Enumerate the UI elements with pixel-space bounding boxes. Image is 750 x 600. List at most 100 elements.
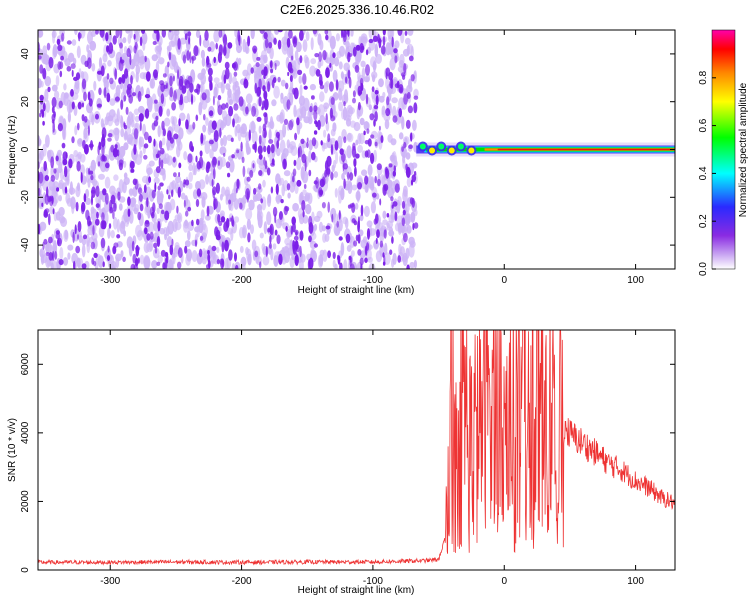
noise-blob-dark [320, 140, 323, 146]
noise-blob-dark [405, 163, 408, 171]
noise-blob-dark [366, 228, 371, 240]
noise-blob-dark [402, 74, 406, 80]
noise-blob-dark [267, 228, 271, 233]
noise-blob-dark [109, 206, 114, 214]
noise-blob-dark [398, 108, 403, 118]
noise-blob-dark [137, 187, 143, 195]
noise-blob-light [166, 108, 171, 117]
noise-blob-light [162, 157, 168, 164]
noise-blob-dark [50, 156, 55, 169]
noise-blob-dark [241, 156, 245, 163]
noise-blob-light [104, 176, 111, 189]
noise-blob-dark [276, 140, 280, 149]
noise-blob-dark [80, 172, 83, 183]
noise-blob-light [46, 241, 50, 255]
noise-blob-dark [218, 220, 223, 227]
snr-frame [37, 329, 676, 571]
noise-blob-light [45, 134, 50, 148]
noise-blob-light [73, 82, 80, 95]
noise-blob-dark [144, 227, 148, 235]
noise-blob-dark [217, 51, 222, 64]
noise-blob-light [182, 220, 189, 233]
noise-blob-dark [238, 96, 244, 107]
noise-blob-dark [158, 105, 163, 117]
noise-blob-dark [257, 145, 263, 155]
noise-blob-dark [167, 61, 170, 68]
noise-blob-light [296, 157, 302, 171]
noise-blob-light [46, 149, 52, 159]
noise-blob-dark [207, 250, 210, 255]
noise-blob-dark [293, 159, 297, 167]
noise-blob-dark [385, 108, 391, 117]
noise-blob-light [337, 185, 345, 196]
noise-blob-light [250, 224, 254, 235]
noise-blob-dark [357, 234, 361, 244]
noise-blob-dark [399, 86, 403, 93]
noise-blob-dark [341, 153, 346, 163]
spectrogram-y-label: Frequency (Hz) [7, 116, 18, 185]
noise-blob-dark [224, 239, 229, 252]
noise-blob-dark [127, 196, 131, 206]
noise-blob-dark [301, 200, 306, 211]
noise-blob-light [166, 155, 173, 166]
noise-blob-light [280, 109, 285, 123]
noise-blob-dark [294, 240, 299, 250]
noise-blob-light [107, 115, 114, 122]
noise-blob-light [337, 80, 345, 92]
noise-blob-dark [184, 80, 191, 89]
noise-blob-dark [211, 120, 217, 130]
noise-blob-dark [152, 41, 157, 45]
noise-blob-light [148, 221, 154, 234]
noise-blob-dark [277, 76, 281, 83]
noise-blob-dark [185, 119, 189, 130]
noise-blob-light [171, 252, 176, 259]
noise-blob-dark [377, 33, 380, 44]
noise-blob-dark [56, 187, 60, 192]
noise-blob-dark [41, 202, 44, 207]
noise-blob-light [174, 214, 181, 222]
colorbar-tick-label: 0.6 [698, 118, 709, 132]
spectrogram-x-label: Height of straight line (km) [298, 285, 415, 296]
noise-blob-dark [353, 240, 358, 247]
noise-blob-dark [247, 35, 251, 47]
noise-blob-dark [311, 137, 317, 147]
noise-blob-dark [216, 258, 221, 265]
noise-blob-dark [44, 175, 49, 182]
noise-blob-dark [203, 113, 206, 121]
noise-blob-dark [176, 205, 179, 214]
noise-blob-dark [313, 130, 318, 135]
noise-blob-light [368, 30, 373, 39]
noise-blob-dark [51, 250, 55, 262]
noise-blob-dark [119, 42, 123, 49]
noise-blob-light [76, 182, 81, 192]
noise-blob-dark [404, 30, 408, 36]
noise-blob-dark [330, 144, 334, 156]
noise-blob-light [133, 108, 140, 116]
noise-blob-light [107, 31, 112, 40]
noise-blob-dark [177, 69, 180, 80]
noise-blob-light [139, 254, 145, 265]
noise-blob-light [128, 188, 134, 196]
noise-blob-dark [121, 74, 126, 84]
noise-blob-dark [382, 252, 385, 258]
noise-blob-dark [63, 165, 68, 178]
noise-blob-dark [340, 30, 344, 39]
noise-blob-dark [86, 57, 92, 69]
noise-blob-light [242, 38, 246, 53]
noise-blob-dark [374, 90, 379, 95]
noise-blob-dark [266, 145, 271, 155]
noise-blob-dark [101, 144, 105, 157]
noise-blob-dark [133, 144, 137, 155]
noise-blob-dark [234, 252, 237, 262]
noise-blob-light [390, 154, 394, 162]
noise-blob-dark [407, 105, 413, 114]
noise-blob-light [309, 83, 316, 91]
noise-blob-light [251, 130, 258, 145]
noise-blob-dark [273, 37, 277, 45]
noise-blob-dark [186, 50, 190, 61]
noise-blob-dark [100, 237, 106, 249]
noise-blob-light [294, 50, 299, 61]
noise-blob-light [287, 192, 291, 199]
noise-blob-dark [329, 62, 332, 68]
noise-blob-dark [38, 41, 41, 54]
